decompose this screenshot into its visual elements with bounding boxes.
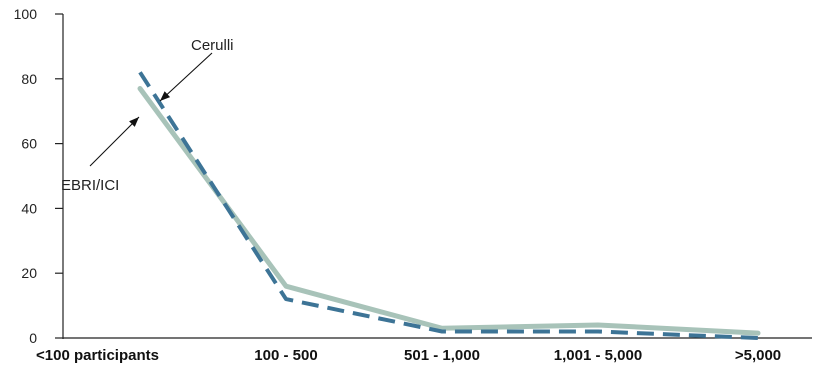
x-axis-categories: <100 participants 100 - 500 501 - 1,000 1,0… [36,347,781,364]
series-lines [137,71,761,340]
annotation-label-ebri-ici: EBRI/ICI [61,177,119,194]
series-line-ebri-ici [137,86,761,336]
x-category-label: <100 participants [36,347,159,364]
x-category-label: >5,000 [735,347,781,364]
annotation-label-cerulli: Cerulli [191,37,234,54]
y-tick-label: 0 [29,330,37,346]
y-tick-label: 60 [21,136,37,152]
y-axis-ticks: 0 20 40 60 80 100 [14,6,63,346]
annotation-arrow-ebri-ici [89,116,140,167]
annotation-arrow-cerulli [159,52,213,102]
x-category-label: 100 - 500 [254,347,317,364]
y-tick-label: 20 [21,265,37,281]
y-tick-label: 40 [21,200,37,216]
axes [62,14,812,339]
series-line-cerulli [138,71,759,340]
y-tick-label: 100 [14,6,38,22]
x-category-label: 1,001 - 5,000 [554,347,642,364]
x-category-label: 501 - 1,000 [404,347,480,364]
annotations: Cerulli EBRI/ICI [61,37,234,194]
y-tick-label: 80 [21,71,37,87]
